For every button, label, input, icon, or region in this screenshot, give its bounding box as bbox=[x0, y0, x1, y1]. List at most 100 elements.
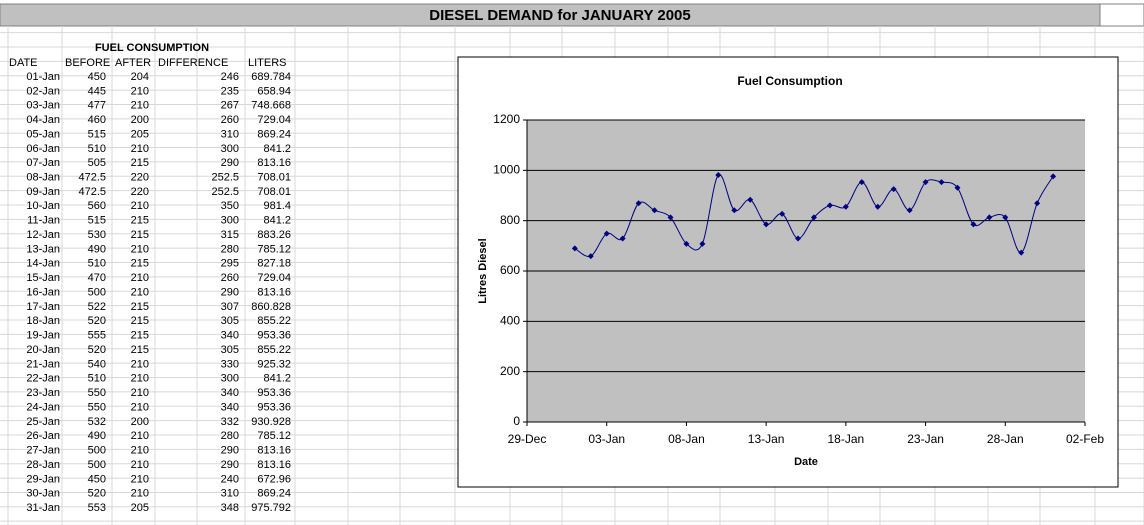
table-cell: 340 bbox=[221, 330, 239, 342]
table-cell: 505 bbox=[88, 157, 106, 169]
table-cell: 470 bbox=[88, 272, 106, 284]
table-cell: 215 bbox=[131, 215, 149, 227]
table-cell: 01-Jan bbox=[26, 71, 60, 83]
table-cell: 28-Jan bbox=[26, 459, 60, 471]
table-cell: 813.16 bbox=[257, 157, 291, 169]
data-point bbox=[699, 240, 706, 247]
table-cell: 500 bbox=[88, 286, 106, 298]
table-cell: 300 bbox=[221, 215, 239, 227]
table-cell: 290 bbox=[221, 445, 239, 457]
table-cell: 30-Jan bbox=[26, 488, 60, 500]
data-point bbox=[731, 207, 738, 214]
table-cell: 305 bbox=[221, 344, 239, 356]
table-cell: 827.18 bbox=[257, 258, 291, 270]
table-cell: 07-Jan bbox=[26, 157, 60, 169]
data-point bbox=[683, 240, 690, 247]
table-cell: 748.668 bbox=[251, 100, 291, 112]
column-header: DIFFERENCE bbox=[158, 57, 228, 69]
table-cell: 15-Jan bbox=[26, 272, 60, 284]
table-cell: 215 bbox=[131, 301, 149, 313]
table-cell: 210 bbox=[131, 85, 149, 97]
x-tick-label: 23-Jan bbox=[907, 432, 944, 446]
table-cell: 11-Jan bbox=[27, 215, 60, 227]
table-cell: 472.5 bbox=[78, 186, 106, 198]
table-cell: 953.36 bbox=[257, 330, 291, 342]
table-cell: 300 bbox=[221, 373, 239, 385]
table-cell: 520 bbox=[88, 315, 106, 327]
column-header: AFTER bbox=[115, 57, 151, 69]
table-cell: 280 bbox=[221, 430, 239, 442]
table-cell: 280 bbox=[221, 243, 239, 255]
table-cell: 31-Jan bbox=[26, 502, 60, 514]
table-cell: 330 bbox=[221, 358, 239, 370]
y-tick-label: 1000 bbox=[493, 163, 520, 177]
y-tick-label: 0 bbox=[513, 414, 520, 428]
table-cell: 300 bbox=[221, 143, 239, 155]
table-cell: 348 bbox=[221, 502, 239, 514]
table-cell: 21-Jan bbox=[26, 358, 60, 370]
data-point bbox=[810, 214, 817, 221]
column-header: BEFORE bbox=[65, 57, 110, 69]
table-cell: 785.12 bbox=[257, 430, 291, 442]
x-tick-label: 28-Jan bbox=[987, 432, 1024, 446]
data-point bbox=[842, 203, 849, 210]
table-cell: 260 bbox=[221, 114, 239, 126]
table-cell: 555 bbox=[88, 330, 106, 342]
table-cell: 460 bbox=[88, 114, 106, 126]
data-point bbox=[1002, 214, 1009, 221]
table-cell: 550 bbox=[88, 401, 106, 413]
title-cell bbox=[1099, 3, 1144, 27]
table-cell: 210 bbox=[131, 100, 149, 112]
table-cell: 215 bbox=[131, 258, 149, 270]
table-cell: 215 bbox=[131, 229, 149, 241]
table-cell: 205 bbox=[131, 128, 149, 140]
table-cell: 813.16 bbox=[257, 286, 291, 298]
y-tick-label: 800 bbox=[500, 213, 520, 227]
table-cell: 315 bbox=[221, 229, 239, 241]
table-cell: 235 bbox=[221, 85, 239, 97]
table-cell: 210 bbox=[131, 200, 149, 212]
table-cell: 290 bbox=[221, 157, 239, 169]
table-cell: 14-Jan bbox=[26, 258, 60, 270]
table-cell: 29-Jan bbox=[26, 473, 60, 485]
table-cell: 540 bbox=[88, 358, 106, 370]
table-cell: 27-Jan bbox=[26, 445, 60, 457]
data-point bbox=[795, 235, 802, 242]
table-cell: 260 bbox=[221, 272, 239, 284]
table-cell: 290 bbox=[221, 286, 239, 298]
data-point bbox=[651, 207, 658, 214]
x-tick-label: 08-Jan bbox=[668, 432, 705, 446]
table-cell: 813.16 bbox=[257, 445, 291, 457]
table-cell: 05-Jan bbox=[26, 128, 60, 140]
table-cell: 450 bbox=[88, 71, 106, 83]
table-cell: 307 bbox=[221, 301, 239, 313]
table-cell: 490 bbox=[88, 430, 106, 442]
table-cell: 252.5 bbox=[211, 171, 239, 183]
table-cell: 220 bbox=[131, 171, 149, 183]
table-cell: 215 bbox=[131, 315, 149, 327]
table-cell: 210 bbox=[131, 286, 149, 298]
table-cell: 925.32 bbox=[257, 358, 291, 370]
table-cell: 06-Jan bbox=[26, 143, 60, 155]
table-cell: 24-Jan bbox=[26, 401, 60, 413]
table-cell: 16-Jan bbox=[26, 286, 60, 298]
table-cell: 515 bbox=[88, 215, 106, 227]
table-cell: 03-Jan bbox=[26, 100, 60, 112]
table-cell: 210 bbox=[131, 401, 149, 413]
table-cell: 210 bbox=[131, 373, 149, 385]
data-point bbox=[1034, 200, 1041, 207]
data-point bbox=[667, 214, 674, 221]
table-cell: 305 bbox=[221, 315, 239, 327]
table-cell: 09-Jan bbox=[26, 186, 60, 198]
data-point bbox=[603, 230, 610, 237]
y-axis-title: Litres Diesel bbox=[477, 238, 489, 303]
table-cell: 515 bbox=[88, 128, 106, 140]
table-cell: 553 bbox=[88, 502, 106, 514]
table-cell: 13-Jan bbox=[26, 243, 60, 255]
table-cell: 200 bbox=[131, 114, 149, 126]
table-cell: 510 bbox=[88, 143, 106, 155]
table-cell: 02-Jan bbox=[26, 85, 60, 97]
table-cell: 04-Jan bbox=[26, 114, 60, 126]
table-cell: 252.5 bbox=[211, 186, 239, 198]
table-cell: 340 bbox=[221, 387, 239, 399]
